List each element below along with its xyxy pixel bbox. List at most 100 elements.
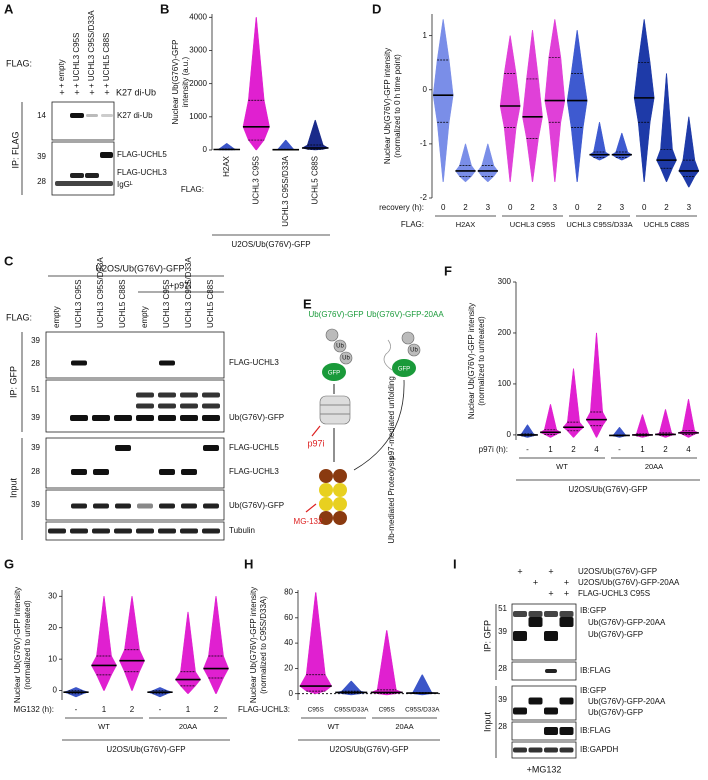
marker: 39 (31, 500, 40, 509)
marker: 28 (31, 467, 40, 476)
band (115, 445, 131, 451)
band (181, 503, 197, 509)
y-axis-label: Nuclear Ub(G76V)-GFP intensity (249, 587, 258, 703)
x-tick-label: - (159, 705, 162, 714)
inhibit (305, 503, 317, 513)
lane-label: UCHL3 C95S/D33A (96, 257, 105, 328)
ip-label: IP: GFP (482, 620, 492, 652)
footer-label: U2OS/Ub(G76V)-GFP (231, 240, 310, 249)
x-tick-label: 3 (687, 203, 692, 212)
band (71, 360, 87, 366)
y-axis-label: Nuclear Ub(G76V)-GFP intensity (467, 303, 476, 419)
violin (91, 596, 117, 691)
violin (432, 19, 454, 183)
band (85, 173, 99, 178)
band (159, 360, 175, 366)
y-tick-label: 2000 (189, 79, 207, 88)
x-tick-label: 0 (441, 203, 446, 212)
step: Ub-mediated Proteolysis (387, 456, 396, 543)
substrate: Ub(G76V)-GFP-20AA (366, 310, 444, 319)
ub-text: Ub (336, 344, 344, 350)
plus-grid: + ++ ++ + (517, 566, 569, 598)
marker: 28 (498, 722, 507, 731)
violin (499, 35, 521, 183)
ip-label: IP: FLAG (10, 131, 20, 168)
reagent: K27 di-Ub (116, 87, 156, 97)
x-tick-label: 2 (463, 203, 468, 212)
band (86, 114, 98, 117)
y-tick-label: 60 (284, 613, 293, 622)
y-axis-label: intensity (a.u.) (181, 57, 190, 108)
y-tick-label: 0 (507, 430, 512, 439)
band (513, 631, 527, 641)
violin (242, 17, 270, 151)
inhibit (311, 425, 321, 437)
ub-text: Ub (342, 356, 350, 362)
blot (51, 141, 115, 196)
lane-label: UCHL3 C95S/D33A (184, 257, 193, 328)
band (71, 503, 87, 509)
band-label: FLAG-UCHL5 (117, 150, 167, 159)
band (70, 415, 88, 421)
group-label: WT (98, 722, 110, 731)
x-tick-label: H2AX (222, 155, 231, 177)
x-tick-label: 1 (548, 445, 553, 454)
violin (522, 29, 543, 183)
violin (633, 19, 655, 183)
species: Ub(G76V)-GFP (588, 708, 643, 717)
band (180, 528, 198, 534)
lane-label: UCHL3 C95S (162, 280, 171, 328)
panel-letter: F (444, 263, 452, 278)
input-label: Input (8, 477, 18, 498)
violin (654, 409, 677, 438)
gfp-text: GFP (328, 371, 340, 377)
x-tick-label: 2 (530, 203, 535, 212)
group-title: FLAG: (401, 220, 424, 229)
band (136, 403, 154, 409)
lane-label: UCHL5 C88S (118, 280, 127, 328)
x-tick-label: 2 (571, 445, 576, 454)
band (158, 415, 176, 421)
gfp-icon (392, 359, 416, 377)
band (544, 707, 558, 715)
group-label: 20AA (645, 462, 663, 471)
panel-letter: G (4, 556, 14, 571)
band-label: FLAG-UCHL3 (229, 358, 279, 367)
plus: + (564, 588, 569, 598)
band (202, 403, 220, 409)
x-tick-label: 2 (130, 705, 135, 714)
footer-label: U2OS/Ub(G76V)-GFP (106, 745, 185, 754)
band (92, 415, 110, 421)
band (528, 611, 543, 617)
treatment: +MG132 (527, 764, 562, 774)
substrate: Ub(G76V)-GFP (308, 310, 363, 319)
y-tick-label: 40 (284, 638, 293, 647)
blot-label: IB:FLAG (580, 666, 611, 675)
p97-icon (319, 395, 351, 425)
band-label: Tubulin (229, 526, 255, 535)
x-tick-label: C95S (379, 707, 396, 714)
blot (45, 437, 225, 489)
band (137, 503, 153, 509)
species: Ub(G76V)-GFP-20AA (588, 697, 666, 706)
group-label: 20AA (395, 722, 413, 731)
blot-label: IB:GAPDH (580, 745, 618, 754)
x-tick-label: 2 (663, 445, 668, 454)
y-tick-label: 20 (284, 664, 293, 673)
violin (119, 596, 145, 691)
group-label: UCHL5 C88S (644, 220, 689, 229)
y-axis-label: Nuclear Ub(G76V)-GFP intensity (383, 48, 392, 164)
x-title: MG132 (h): (14, 705, 54, 714)
plus: + (104, 87, 109, 97)
marker: 39 (37, 152, 46, 161)
band (70, 173, 84, 178)
inhibitor: p97i (307, 438, 324, 448)
band-label: FLAG-UCHL5 (229, 443, 279, 452)
blot (511, 661, 577, 681)
lane-label: UCHL5 C88S (206, 280, 215, 328)
plus: + (548, 566, 553, 576)
x-tick-label: 3 (486, 203, 491, 212)
band (513, 707, 527, 715)
tail (383, 339, 393, 371)
